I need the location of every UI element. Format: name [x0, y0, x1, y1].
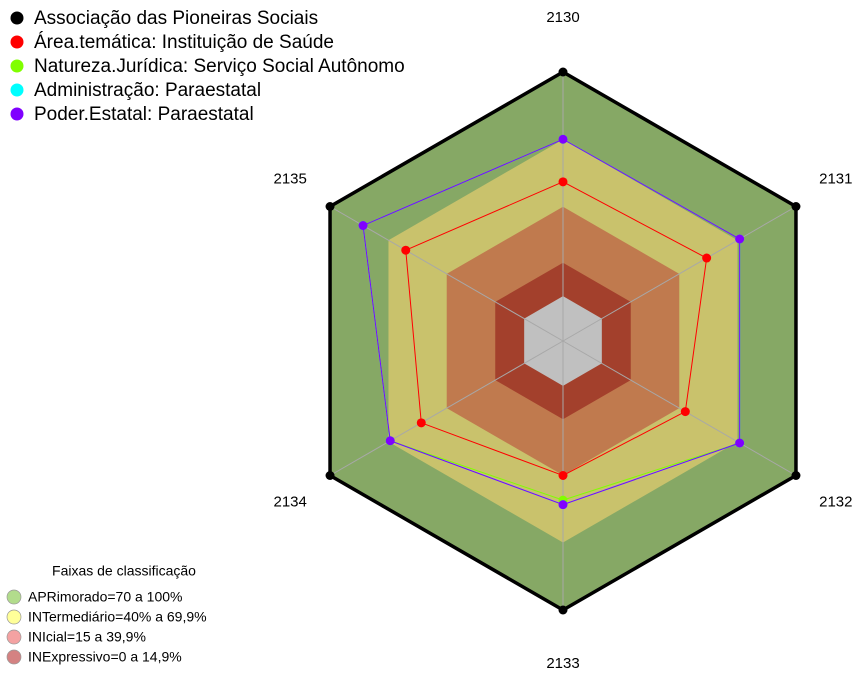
- bands-legend-label: INExpressivo=0 a 14,9%: [28, 649, 182, 665]
- spoke: [329, 340, 564, 476]
- legend-label: Administração: Paraestatal: [34, 80, 261, 101]
- legend-label: Área.temática: Instituição de Saúde: [34, 32, 334, 53]
- series-point: [702, 253, 712, 263]
- series-point: [558, 471, 568, 480]
- series-point: [558, 177, 568, 187]
- legend-label: Poder.Estatal: Paraestatal: [34, 104, 254, 125]
- bands-legend-label: APRimorado=70 a 100%: [28, 589, 183, 605]
- series-point: [680, 407, 690, 417]
- bands-legend-marker: [6, 649, 22, 665]
- series-point: [791, 202, 801, 211]
- bands-legend-label: INTermediário=40% a 69,9%: [28, 609, 207, 625]
- series-point: [558, 500, 568, 510]
- bands-legend-marker: [6, 629, 22, 645]
- spoke: [562, 340, 797, 476]
- series-point: [416, 418, 426, 428]
- legend-marker: [10, 107, 24, 121]
- legend-marker: [10, 83, 24, 97]
- legend-label: Associação das Pioneiras Sociais: [34, 8, 318, 29]
- spoke: [329, 206, 564, 342]
- series-point: [325, 471, 335, 480]
- series-point: [401, 245, 411, 255]
- category-label: 2133: [546, 655, 579, 672]
- legend-marker: [10, 59, 24, 73]
- series-point: [558, 605, 568, 615]
- legend-label: Natureza.Jurídica: Serviço Social Autôno…: [34, 56, 405, 77]
- category-label: 2131: [819, 170, 852, 187]
- bands-legend-label: INIcial=15 a 39,9%: [28, 629, 146, 645]
- legend-marker: [10, 35, 24, 49]
- category-label: 2134: [274, 493, 307, 510]
- category-label: 2130: [546, 9, 579, 26]
- bands-legend-marker: [6, 609, 22, 625]
- series-point: [358, 221, 368, 231]
- category-label: 2135: [274, 170, 307, 187]
- bands-legend-title: Faixas de classificação: [52, 563, 196, 579]
- series-point: [735, 234, 745, 244]
- series-point: [558, 134, 568, 144]
- series-point: [558, 67, 568, 77]
- series-point: [735, 438, 745, 448]
- series-point: [385, 436, 395, 446]
- series-point: [791, 471, 801, 480]
- spoke: [562, 206, 797, 342]
- bands-legend-marker: [6, 589, 22, 605]
- category-label: 2132: [819, 493, 852, 510]
- series-point: [325, 202, 335, 211]
- legend-marker: [10, 11, 24, 25]
